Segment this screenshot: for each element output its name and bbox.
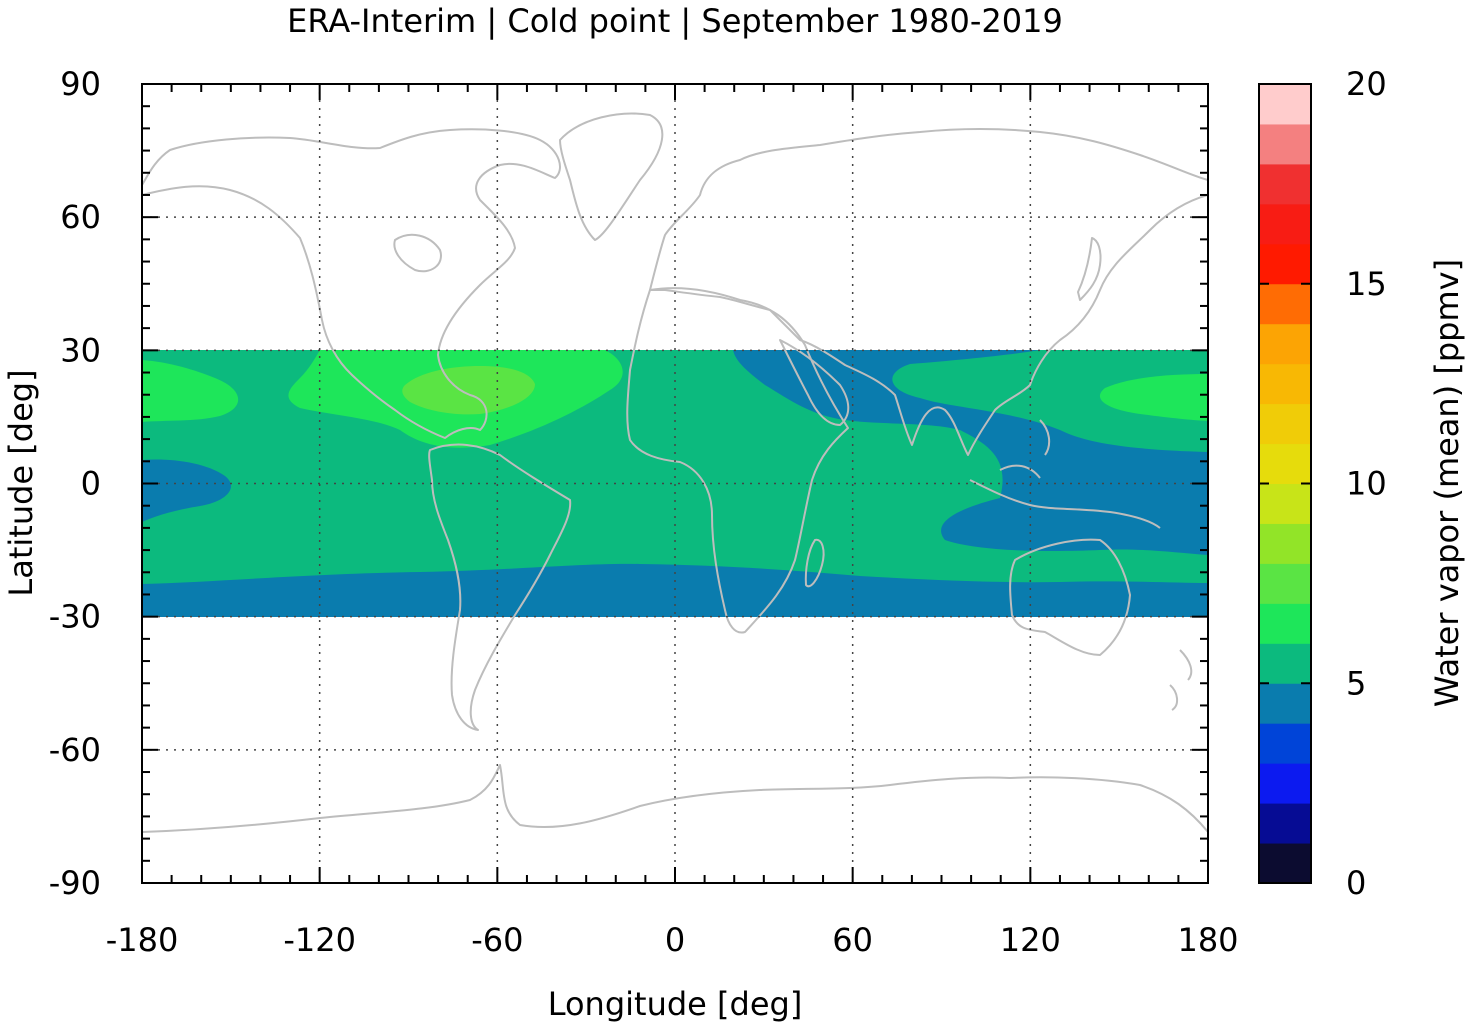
grid — [142, 84, 1208, 883]
colorbar-segment — [1259, 603, 1311, 644]
colorbar-segment — [1259, 683, 1311, 724]
x-tick-labels: -180 -120 -60 0 60 120 180 — [106, 921, 1239, 959]
x-tick-label: 0 — [665, 921, 685, 959]
coastlines — [142, 112, 1208, 833]
coastline-australia — [1009, 538, 1131, 656]
colorbar-ticks — [1259, 83, 1311, 884]
colorbar-segment — [1259, 763, 1311, 804]
colorbar-segment — [1259, 363, 1311, 405]
y-tick-labels: -90 -60 -30 0 30 60 90 — [49, 65, 101, 902]
colorbar-title: Water vapor (mean) [ppmv] — [1428, 259, 1466, 707]
field-region-caribbean-core — [402, 366, 535, 415]
coastline-europe-asia — [649, 128, 1208, 456]
water-vapor-field — [142, 350, 1208, 617]
coastline-antarctica — [142, 764, 1208, 833]
field-region-north-pacific-moist — [142, 360, 239, 422]
y-tick-label: -30 — [49, 598, 101, 636]
coastline-arabia — [779, 339, 850, 426]
y-tick-label: -60 — [49, 731, 101, 769]
colorbar-segment — [1259, 523, 1311, 564]
colorbar-segment — [1259, 643, 1311, 684]
coastline-maritime-continent — [969, 419, 1161, 529]
field-region-east-asia-indian — [733, 350, 1208, 555]
colorbar-segment — [1259, 163, 1311, 205]
colorbar-tick-labels: 0 5 10 15 20 — [1346, 65, 1387, 902]
y-tick-label: 60 — [60, 198, 101, 236]
coastline-madagascar — [804, 538, 825, 588]
colorbar-segment — [1259, 723, 1311, 764]
coastline-north-america — [142, 128, 561, 439]
colorbar-tick-label: 5 — [1346, 664, 1366, 702]
y-tick-label: 30 — [60, 331, 101, 369]
coastline-hudson-bay — [393, 233, 442, 273]
x-tick-label: -60 — [471, 921, 523, 959]
colorbar-tick-label: 0 — [1346, 864, 1366, 902]
coastline-africa — [626, 287, 849, 634]
colorbar-segment — [1259, 403, 1311, 445]
x-tick-label: 180 — [1177, 921, 1238, 959]
y-tick-label: -90 — [49, 864, 101, 902]
field-region-west-pacific-moist — [1099, 374, 1208, 421]
chart-title: ERA-Interim | Cold point | September 198… — [287, 2, 1063, 40]
coastline-greenland — [559, 112, 664, 241]
x-tick-label: -180 — [106, 921, 179, 959]
colorbar-segment — [1259, 283, 1311, 325]
colorbar-segment — [1259, 483, 1311, 524]
colorbar-segment — [1259, 123, 1311, 165]
axis-ticks — [141, 83, 1209, 884]
colorbar-segment — [1259, 443, 1311, 484]
colorbar — [1259, 84, 1311, 884]
colorbar-segment — [1259, 563, 1311, 604]
y-tick-label: 0 — [81, 465, 101, 503]
coastline-new-zealand — [1169, 649, 1193, 711]
field-region-central-pacific — [142, 459, 231, 522]
colorbar-segment — [1259, 803, 1311, 844]
x-axis-title: Longitude [deg] — [548, 985, 803, 1023]
colorbar-segment — [1259, 323, 1311, 365]
colorbar-segment — [1259, 84, 1311, 125]
colorbar-segment — [1259, 243, 1311, 285]
coastline-japan — [1077, 237, 1102, 301]
field-region-southern-band — [142, 563, 1208, 617]
colorbar-tick-label: 20 — [1346, 65, 1387, 103]
y-tick-label: 90 — [60, 65, 101, 103]
colorbar-tick-label: 10 — [1346, 465, 1387, 503]
colorbar-segment — [1259, 203, 1311, 245]
colorbar-tick-label: 15 — [1346, 265, 1387, 303]
coastline-south-america — [428, 443, 572, 731]
colorbar-segment — [1259, 843, 1311, 884]
y-axis-title: Latitude [deg] — [2, 369, 40, 596]
x-tick-label: 60 — [832, 921, 873, 959]
x-tick-label: -120 — [283, 921, 356, 959]
x-tick-label: 120 — [1000, 921, 1061, 959]
